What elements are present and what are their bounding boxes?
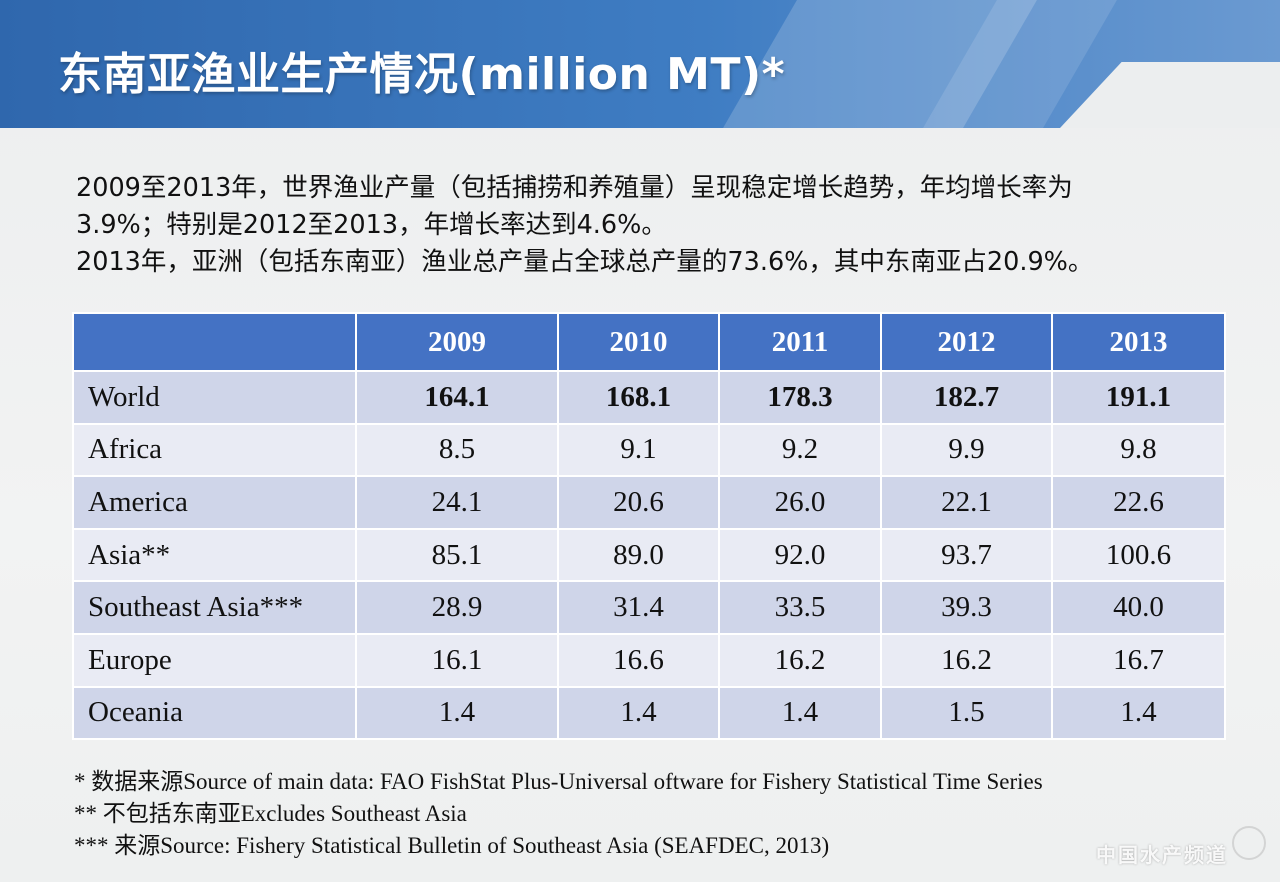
table-row: Asia** 85.1 89.0 92.0 93.7 100.6	[72, 527, 1226, 583]
table-cell: 9.2	[718, 422, 882, 478]
table-cell: 93.7	[880, 527, 1053, 583]
table-cell: 26.0	[718, 475, 882, 530]
slide-title: 东南亚渔业生产情况(million MT)*	[58, 49, 786, 100]
title-banner: 东南亚渔业生产情况(million MT)*	[0, 0, 1280, 128]
header-year: 2013	[1051, 312, 1226, 372]
table-cell: 85.1	[355, 527, 559, 583]
footnote: * 数据来源Source of main data: FAO FishStat …	[74, 769, 1043, 794]
table-cell: 24.1	[355, 475, 559, 530]
globe-icon	[1232, 826, 1266, 860]
table-header-row: 2009 2010 2011 2012 2013	[72, 312, 1226, 372]
table-row: Africa 8.5 9.1 9.2 9.9 9.8	[72, 422, 1226, 478]
table-row: Oceania 1.4 1.4 1.4 1.5 1.4	[72, 685, 1226, 741]
footnote: *** 来源Source: Fishery Statistical Bullet…	[74, 833, 830, 858]
intro-line: 2009至2013年，世界渔业产量（包括捕捞和养殖量）呈现稳定增长趋势，年均增长…	[76, 173, 1073, 203]
table-cell: 89.0	[557, 527, 720, 583]
banner-corner	[1060, 62, 1280, 128]
table-cell: 1.4	[557, 685, 720, 741]
table-cell: 1.4	[718, 685, 882, 741]
table-row: Southeast Asia*** 28.9 31.4 33.5 39.3 40…	[72, 580, 1226, 635]
watermark: 中国水产频道	[1096, 843, 1228, 867]
table-cell: 1.4	[1051, 685, 1226, 741]
table-cell: 1.4	[355, 685, 559, 741]
table-cell: 16.7	[1051, 632, 1226, 688]
table-cell: 182.7	[880, 370, 1053, 425]
table-cell: 22.1	[880, 475, 1053, 530]
footnotes: * 数据来源Source of main data: FAO FishStat …	[74, 766, 1254, 862]
footnote: ** 不包括东南亚Excludes Southeast Asia	[74, 801, 467, 826]
row-label: Southeast Asia***	[72, 580, 357, 635]
row-label: Asia**	[72, 527, 357, 583]
table-cell: 9.8	[1051, 422, 1226, 478]
table-cell: 16.1	[355, 632, 559, 688]
table-cell: 164.1	[355, 370, 559, 425]
table-cell: 100.6	[1051, 527, 1226, 583]
table-cell: 16.2	[718, 632, 882, 688]
header-corner	[72, 312, 357, 372]
table-cell: 178.3	[718, 370, 882, 425]
row-label: World	[72, 370, 357, 425]
intro-line: 3.9%；特别是2012至2013，年增长率达到4.6%。	[76, 210, 667, 240]
table-cell: 16.6	[557, 632, 720, 688]
table-cell: 28.9	[355, 580, 559, 635]
table-cell: 22.6	[1051, 475, 1226, 530]
fishery-production-table: 2009 2010 2011 2012 2013 World 164.1 168…	[72, 312, 1226, 741]
table-cell: 40.0	[1051, 580, 1226, 635]
table-cell: 33.5	[718, 580, 882, 635]
table-cell: 191.1	[1051, 370, 1226, 425]
table-cell: 1.5	[880, 685, 1053, 741]
table-row: Europe 16.1 16.6 16.2 16.2 16.7	[72, 632, 1226, 688]
header-year: 2010	[557, 312, 720, 372]
row-label: Oceania	[72, 685, 357, 741]
table-row: World 164.1 168.1 178.3 182.7 191.1	[72, 370, 1226, 425]
table-cell: 16.2	[880, 632, 1053, 688]
table-cell: 20.6	[557, 475, 720, 530]
table-cell: 9.9	[880, 422, 1053, 478]
header-year: 2012	[880, 312, 1053, 372]
table-cell: 31.4	[557, 580, 720, 635]
header-year: 2009	[355, 312, 559, 372]
table-cell: 9.1	[557, 422, 720, 478]
intro-line: 2013年，亚洲（包括东南亚）渔业总产量占全球总产量的73.6%，其中东南亚占2…	[76, 247, 1094, 277]
table-row: America 24.1 20.6 26.0 22.1 22.6	[72, 475, 1226, 530]
table-cell: 39.3	[880, 580, 1053, 635]
row-label: Africa	[72, 422, 357, 478]
table-cell: 168.1	[557, 370, 720, 425]
table-cell: 92.0	[718, 527, 882, 583]
table-cell: 8.5	[355, 422, 559, 478]
row-label: Europe	[72, 632, 357, 688]
intro-text: 2009至2013年，世界渔业产量（包括捕捞和养殖量）呈现稳定增长趋势，年均增长…	[76, 170, 1266, 281]
row-label: America	[72, 475, 357, 530]
header-year: 2011	[718, 312, 882, 372]
